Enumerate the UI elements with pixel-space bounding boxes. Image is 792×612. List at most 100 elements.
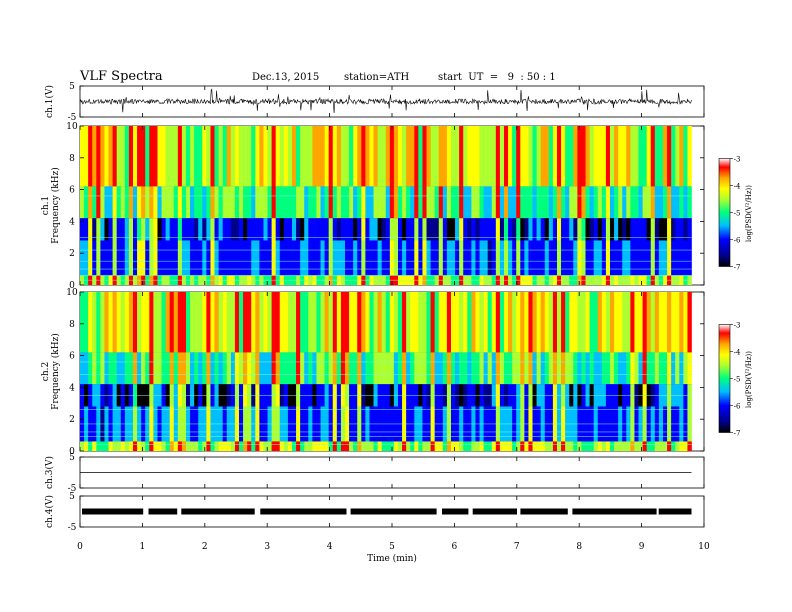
spectrogram-cell: [414, 292, 419, 353]
spectrogram-cell: [349, 218, 354, 241]
colorbar-tick-label: -4: [734, 349, 741, 357]
spectrogram-cell: [491, 218, 497, 241]
spectrogram-cell: [157, 352, 162, 385]
spectrogram-cell: [508, 186, 513, 219]
spectrogram-cell: [393, 292, 399, 353]
spectrogram-cell: [585, 441, 590, 451]
spectrogram-cell: [239, 441, 244, 451]
spectrogram-cell: [402, 292, 407, 353]
spectrogram-cell: [634, 218, 639, 241]
spectrogram-cell: [552, 186, 558, 219]
spectrogram-cell: [320, 292, 325, 353]
spectrogram-cell: [393, 186, 399, 219]
spectrogram-cell: [589, 126, 594, 187]
spectrogram-cell: [512, 126, 517, 187]
spectrogram-cell: [581, 441, 586, 451]
spectrogram-cell: [186, 218, 191, 241]
spectrogram-cell: [471, 441, 476, 451]
spectrogram-cell: [128, 441, 134, 451]
spectrogram-cell: [479, 240, 484, 276]
spectrogram-cell: [328, 218, 334, 241]
spectrogram-cell: [332, 240, 338, 276]
spectrogram-cell: [524, 126, 529, 187]
spectrogram-cell: [646, 240, 652, 276]
spectrogram-cell: [556, 186, 562, 219]
spectrogram-cell: [605, 186, 611, 219]
panel-ylabel: Frequency (kHz): [50, 333, 61, 410]
spectrogram-cell: [418, 218, 423, 241]
spectrogram-cell: [222, 126, 228, 187]
spectrogram-cell: [646, 352, 652, 385]
spectrogram-cell: [226, 126, 232, 187]
spectrogram-cell: [675, 352, 680, 385]
spectrogram-cell: [247, 441, 252, 451]
spectrogram-cell: [483, 352, 488, 385]
spectrogram-cell: [120, 126, 126, 187]
spectrogram-cell: [190, 186, 195, 219]
spectrogram-cell: [336, 186, 342, 219]
spectrogram-cell: [190, 218, 195, 241]
spectrogram-cell: [450, 126, 456, 187]
spectrogram-cell: [577, 292, 582, 353]
spectrogram-cell: [373, 352, 378, 385]
y-tick-label: 0: [69, 447, 75, 457]
spectrogram-cell: [463, 186, 468, 219]
spectrogram-cell: [638, 126, 643, 187]
spectrogram-cell: [671, 292, 676, 353]
spectrogram-cell: [589, 352, 594, 385]
spectrogram-cell: [532, 240, 537, 276]
spectrogram-cell: [475, 292, 480, 353]
spectrogram-cell: [320, 352, 325, 385]
spectrogram-cell: [565, 441, 570, 451]
spectrogram-cell: [84, 441, 89, 451]
spectrogram-cell: [646, 186, 652, 219]
spectrogram-cell: [316, 292, 321, 353]
spectrogram-cell: [226, 441, 232, 451]
spectrogram-cell: [609, 441, 615, 451]
spectrogram-cell: [259, 186, 264, 219]
spectrogram-cell: [499, 352, 505, 385]
spectrogram-cell: [687, 186, 692, 219]
spectrogram-cell: [308, 126, 313, 187]
spectrogram-cell: [84, 218, 89, 241]
spectrogram-cell: [275, 126, 281, 187]
colorbar: [718, 158, 731, 267]
spectrogram-cell: [291, 218, 297, 241]
spectrogram-cell: [618, 126, 623, 187]
spectrogram-cell: [88, 218, 93, 241]
spectrogram-cell: [622, 240, 627, 276]
spectrogram-cell: [357, 186, 362, 219]
spectrogram-cell: [675, 441, 680, 451]
spectrogram-cell: [459, 292, 464, 353]
spectrogram-cell: [512, 441, 517, 451]
spectrogram-cell: [658, 126, 664, 187]
spectrogram-cell: [499, 186, 505, 219]
spectrogram-cell: [487, 292, 493, 353]
spectrogram-cell: [296, 126, 301, 187]
spectrogram-cell: [406, 218, 411, 241]
spectrogram-cell: [548, 240, 554, 276]
spectrogram-cell: [340, 186, 346, 219]
spectrogram-cell: [479, 352, 484, 385]
spectrogram-cell: [271, 126, 276, 187]
spectrogram-cell: [161, 441, 166, 451]
spectrogram-cell: [157, 292, 162, 353]
spectrogram-cell: [316, 352, 321, 385]
spectrogram-cell: [503, 292, 509, 353]
spectrogram-cell: [487, 441, 493, 451]
spectrogram-cell: [662, 218, 668, 241]
spectrogram-cell: [601, 218, 607, 241]
spectrogram-cell: [650, 292, 656, 353]
spectrogram-cell: [658, 292, 664, 353]
spectrogram-cell: [662, 441, 668, 451]
spectrogram-cell: [181, 240, 187, 276]
spectrogram-cell: [569, 240, 574, 276]
spectrogram-cell: [397, 186, 403, 219]
spectrogram-cell: [406, 441, 411, 451]
spectrogram-cell: [642, 352, 647, 385]
spectrogram-cell: [316, 240, 321, 276]
spectrogram-cell: [471, 186, 476, 219]
spectrogram-cell: [247, 218, 252, 241]
spectrogram-cell: [361, 186, 366, 219]
spectrogram-cell: [206, 352, 211, 385]
